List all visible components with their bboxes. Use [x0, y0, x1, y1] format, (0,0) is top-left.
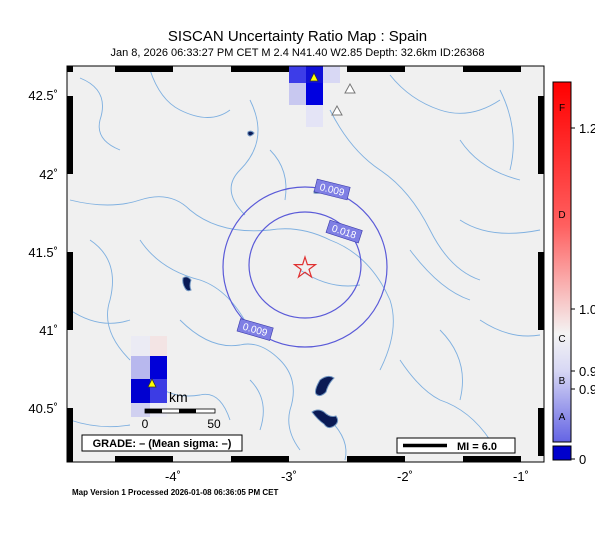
- lon-label: -2˚: [397, 469, 413, 484]
- reservoirs: [182, 130, 339, 429]
- scale-bar: 0 50 km: [142, 389, 221, 431]
- grade-box: GRADE: – (Mean sigma: –): [81, 434, 243, 452]
- colorbar-value: 1.0: [579, 302, 595, 317]
- lat-labels: 42.5˚ 42˚ 41.5˚ 41˚ 40.5˚: [28, 88, 58, 416]
- grade-letter: D: [558, 210, 565, 221]
- map-subtitle: Jan 8, 2026 06:33:27 PM CET M 2.4 N41.40…: [110, 47, 485, 59]
- lat-label: 42.5˚: [28, 88, 58, 103]
- station-triangle-icon: [147, 378, 157, 388]
- contour-outer: [222, 186, 388, 348]
- station-triangle-icon: [331, 104, 343, 116]
- contour-label-1: 0.009: [313, 178, 351, 201]
- colorbar-value: 1.2: [579, 121, 595, 136]
- lon-label: -4˚: [165, 469, 181, 484]
- lat-label: 40.5˚: [28, 401, 58, 416]
- grade-letter: C: [558, 334, 565, 345]
- contour-inner: [248, 211, 362, 319]
- lat-label: 41.5˚: [28, 245, 58, 260]
- lat-label: 41˚: [39, 323, 58, 338]
- colorbar-value: 0: [579, 452, 586, 467]
- mi-legend: MI = 6.0: [396, 437, 516, 454]
- colorbar: F D C B A 1.2 1.0 0.9 0.9 0: [552, 81, 595, 467]
- grade-letter: F: [559, 103, 565, 114]
- scale-tick-0: 0: [142, 417, 149, 431]
- map-title: SISCAN Uncertainty Ratio Map : Spain: [167, 28, 428, 45]
- station-triangle-icon: [344, 82, 356, 94]
- station-triangle-icon: [309, 72, 319, 82]
- lon-label: -3˚: [281, 469, 297, 484]
- scale-unit: km: [169, 389, 188, 405]
- uncertainty-contours: [222, 186, 388, 348]
- svg-text:GRADE: – (Mean sigma: –): GRADE: – (Mean sigma: –): [93, 438, 232, 450]
- svg-text:MI = 6.0: MI = 6.0: [457, 441, 497, 453]
- lat-label: 42˚: [39, 167, 58, 182]
- lon-labels: -4˚ -3˚ -2˚ -1˚: [165, 469, 529, 484]
- colorbar-values: 1.2 1.0 0.9 0.9 0: [579, 121, 595, 467]
- scale-tick-50: 50: [207, 417, 221, 431]
- colorbar-letters: F D C B A: [558, 103, 565, 423]
- epicenter-star-icon: [292, 255, 318, 279]
- stations: [147, 72, 356, 388]
- lon-label: -1˚: [513, 469, 529, 484]
- colorbar-value: 0.9: [579, 382, 595, 397]
- frame-ticks: [67, 66, 544, 462]
- colorbar-value: 0.9: [579, 364, 595, 379]
- grade-letter: B: [559, 376, 566, 387]
- grade-letter: A: [559, 412, 566, 423]
- processed-footer: Map Version 1 Processed 2026-01-08 06:36…: [72, 488, 279, 497]
